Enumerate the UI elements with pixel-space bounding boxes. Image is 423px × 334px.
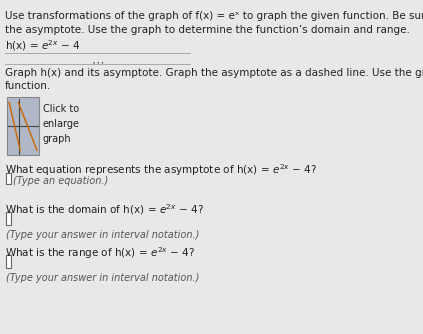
Text: the asymptote. Use the graph to determine the function’s domain and range.: the asymptote. Use the graph to determin… bbox=[5, 25, 410, 35]
Text: h(x) = $e^{2x}$ $-$ 4: h(x) = $e^{2x}$ $-$ 4 bbox=[5, 38, 81, 53]
Text: Graph h(x) and its asymptote. Graph the asymptote as a dashed line. Use the grap: Graph h(x) and its asymptote. Graph the … bbox=[5, 67, 423, 77]
Text: (Type your answer in interval notation.): (Type your answer in interval notation.) bbox=[5, 273, 199, 283]
Text: Use transformations of the graph of f(x) = eˣ to graph the given function. Be su: Use transformations of the graph of f(x)… bbox=[5, 11, 423, 21]
Text: (Type an equation.): (Type an equation.) bbox=[14, 176, 109, 186]
FancyBboxPatch shape bbox=[7, 98, 39, 155]
FancyBboxPatch shape bbox=[5, 212, 11, 225]
Text: What equation represents the asymptote of h(x) = $e^{2x}$ $-$ 4?: What equation represents the asymptote o… bbox=[5, 162, 317, 178]
Text: Click to
enlarge
graph: Click to enlarge graph bbox=[43, 104, 80, 144]
Text: ⋯: ⋯ bbox=[91, 56, 104, 69]
FancyBboxPatch shape bbox=[5, 256, 11, 268]
Text: What is the domain of h(x) = $e^{2x}$ $-$ 4?: What is the domain of h(x) = $e^{2x}$ $-… bbox=[5, 202, 204, 216]
FancyBboxPatch shape bbox=[5, 173, 11, 184]
Text: (Type your answer in interval notation.): (Type your answer in interval notation.) bbox=[5, 230, 199, 240]
Text: function.: function. bbox=[5, 81, 52, 91]
Text: What is the range of h(x) = $e^{2x}$ $-$ 4?: What is the range of h(x) = $e^{2x}$ $-$… bbox=[5, 245, 195, 261]
